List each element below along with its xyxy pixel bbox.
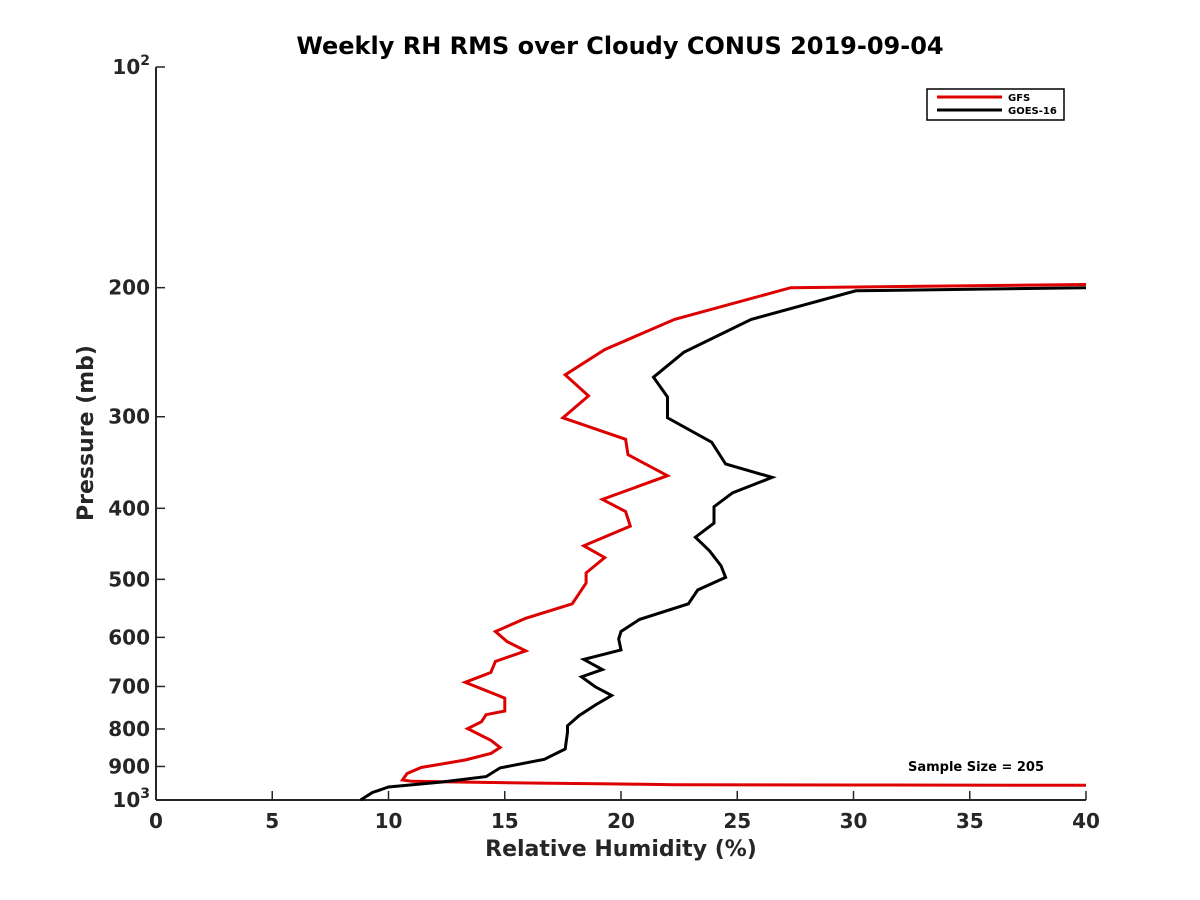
y-tick-label: 500 xyxy=(108,567,150,591)
legend-label-gfs: GFS xyxy=(1008,93,1030,104)
y-tick-label: 800 xyxy=(108,717,150,741)
y-tick-label: 700 xyxy=(108,674,150,698)
y-tick-label: 600 xyxy=(108,625,150,649)
y-tick-label: 300 xyxy=(108,405,150,429)
y-tick-label: 900 xyxy=(108,754,150,778)
y-tick-label: 200 xyxy=(108,276,150,300)
x-axis-label: Relative Humidity (%) xyxy=(485,837,757,862)
legend-label-goes16: GOES-16 xyxy=(1008,106,1057,117)
x-tick-label: 5 xyxy=(265,809,279,833)
chart-title: Weekly RH RMS over Cloudy CONUS 2019-09-… xyxy=(296,32,943,60)
x-tick-label: 30 xyxy=(840,809,868,833)
x-tick-label: 25 xyxy=(723,809,751,833)
x-tick-label: 20 xyxy=(607,809,635,833)
x-ticks: 0 5 10 15 20 25 30 35 40 xyxy=(149,791,1100,833)
y-ticks: 102 200 300 400 500 600 700 800 900 103 xyxy=(108,53,165,812)
legend: GFS GOES-16 xyxy=(926,88,1065,121)
x-tick-label: 10 xyxy=(375,809,403,833)
y-tick-label: 103 xyxy=(112,786,150,812)
legend-box xyxy=(926,88,1065,121)
x-tick-label: 35 xyxy=(956,809,984,833)
series-line-gfs xyxy=(399,283,1087,787)
y-axis-label: Pressure (mb) xyxy=(74,345,99,521)
y-tick-label: 102 xyxy=(112,53,150,79)
x-tick-label: 0 xyxy=(149,809,163,833)
y-tick-label: 400 xyxy=(108,496,150,520)
series-layer xyxy=(359,283,1087,802)
x-tick-label: 15 xyxy=(491,809,519,833)
sample-size-annotation: Sample Size = 205 xyxy=(908,760,1044,775)
x-tick-label: 40 xyxy=(1072,809,1100,833)
series-line-goes16 xyxy=(359,286,1087,802)
plot-area xyxy=(155,67,1086,801)
